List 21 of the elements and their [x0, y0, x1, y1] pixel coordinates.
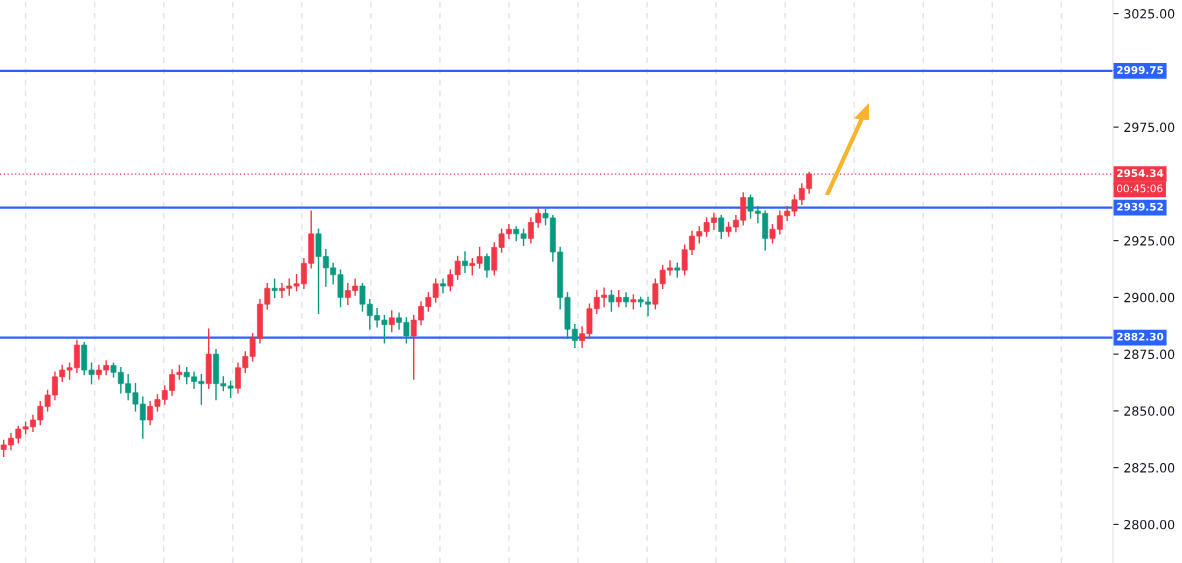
candlestick [462, 251, 468, 274]
candlestick [271, 278, 278, 299]
y-tick-label: 2975.00 [1124, 122, 1175, 133]
y-tick-label: 3025.00 [1124, 9, 1175, 19]
y-tick-label: 2825.00 [1124, 463, 1175, 473]
candlestick [388, 310, 395, 333]
y-tick-label: 2800.00 [1124, 519, 1175, 530]
y-tick-label: 2875.00 [1124, 349, 1175, 360]
ref-line-label: 2954.34 [1117, 169, 1164, 178]
candlestick [484, 253, 490, 278]
y-tick-label: 2925.00 [1124, 236, 1175, 246]
candlestick [440, 278, 446, 294]
ref-line-label: 2999.75 [1117, 66, 1164, 74]
candlestick [608, 289, 615, 312]
ref-line-label: 2939.52 [1117, 202, 1163, 211]
ref-line-label: 2882.30 [1117, 332, 1164, 341]
candlestick [623, 292, 629, 308]
y-tick-label: 2850.00 [1124, 406, 1175, 416]
candlestick [718, 214, 725, 240]
y-tick-label: 2900.00 [1124, 292, 1175, 303]
text: 00:45:06 [1117, 184, 1163, 193]
